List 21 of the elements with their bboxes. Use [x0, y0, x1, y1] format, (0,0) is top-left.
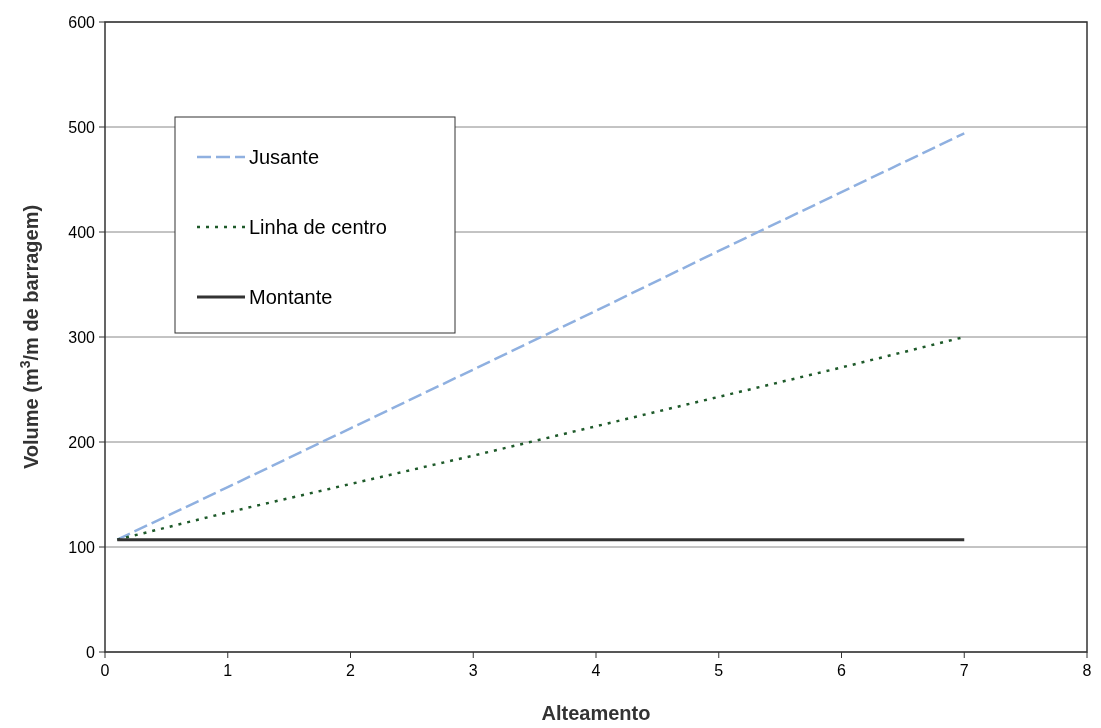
x-tick-label: 0	[100, 662, 110, 679]
line-series	[116, 132, 966, 541]
y-tick-label: 0	[86, 644, 96, 661]
y-tick-label: 600	[68, 14, 96, 31]
y-tick-label: 400	[68, 224, 96, 241]
y-tick-label: 300	[68, 329, 96, 346]
y-tick-label: 500	[68, 119, 96, 136]
x-tick-label: 7	[959, 662, 969, 679]
x-tick-label: 5	[714, 662, 724, 679]
x-tick-label: 3	[468, 662, 478, 679]
x-tick-label: 6	[837, 662, 847, 679]
x-tick-label: 8	[1082, 662, 1092, 679]
x-tick-label: 4	[591, 662, 601, 679]
legend-label: Linha de centro	[249, 216, 387, 238]
legend-label: Montante	[249, 286, 333, 308]
legend-label: Jusante	[249, 146, 320, 168]
x-tick-label: 2	[346, 662, 356, 679]
x-axis-title: Alteamento	[541, 702, 651, 724]
y-tick-label: 200	[68, 434, 96, 451]
y-tick-label: 100	[68, 539, 96, 556]
x-tick-label: 1	[223, 662, 233, 679]
